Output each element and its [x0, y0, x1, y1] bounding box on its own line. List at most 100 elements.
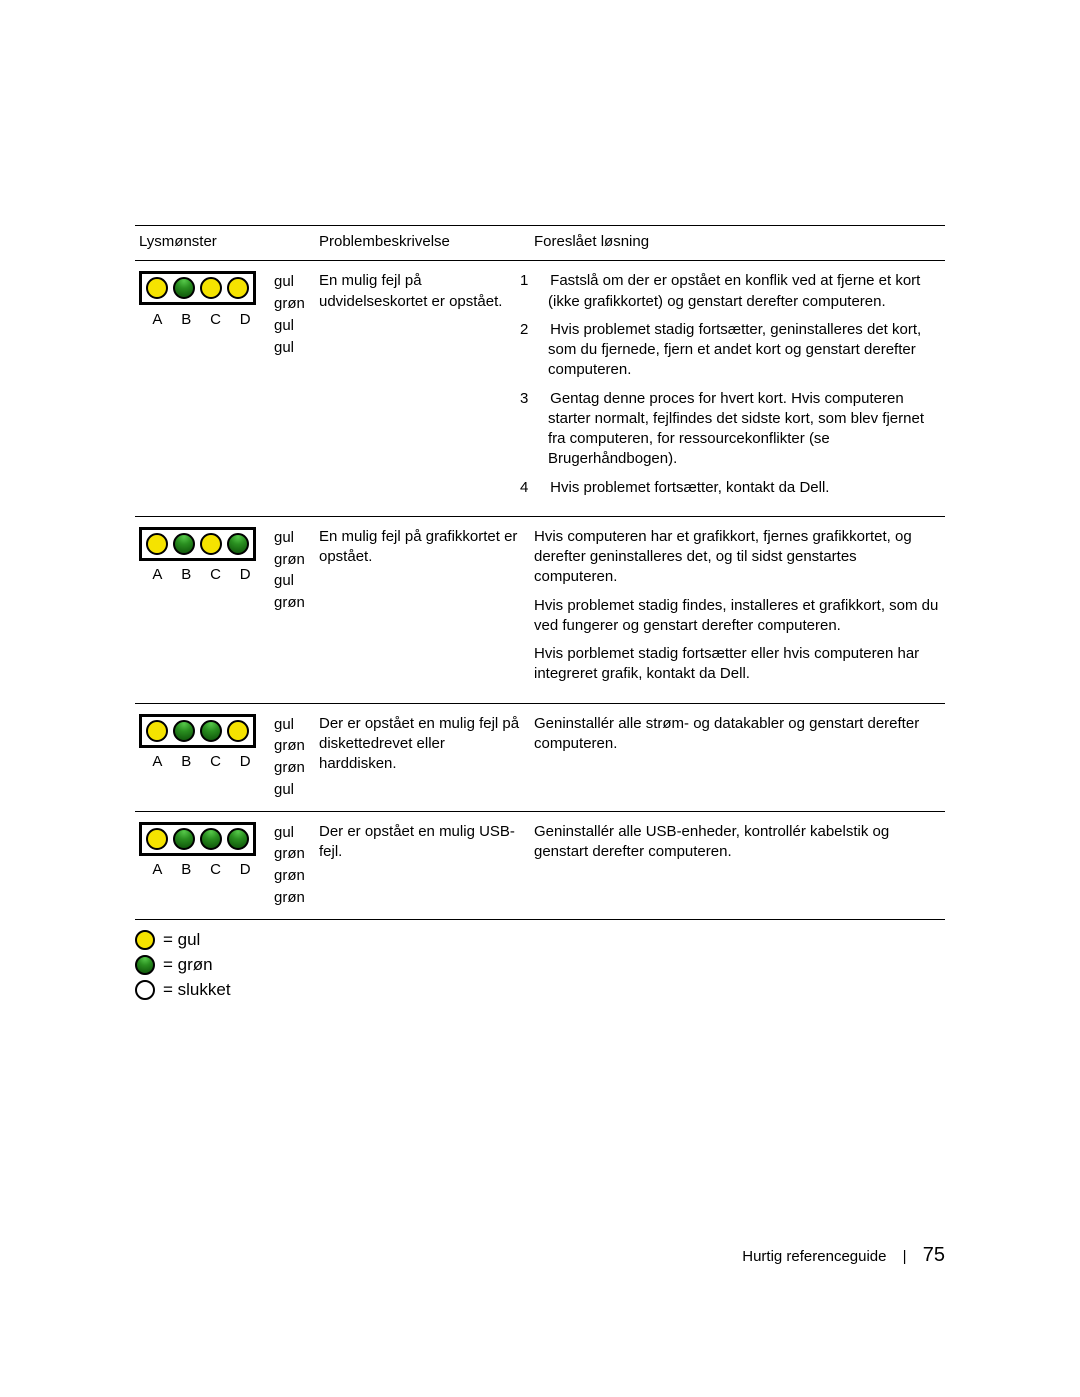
solution-paragraphs: Geninstallér alle strøm- og datakabler o…	[534, 714, 939, 755]
table-row: ABCDgulgrøngulgulEn mulig fejl på udvide…	[135, 261, 945, 517]
step-number: 3	[534, 389, 546, 409]
step-text: Hvis problemet stadig fortsætter, genins…	[546, 321, 921, 379]
color-label: gul	[274, 271, 309, 293]
yellow-led-icon	[227, 720, 249, 742]
abcd-label: C	[210, 752, 221, 772]
step-text: Hvis problemet fortsætter, kontakt da De…	[546, 479, 829, 496]
abcd-label: D	[240, 565, 251, 585]
green-led-icon	[173, 720, 195, 742]
solution-paragraph: Hvis computeren har et grafikkort, fjern…	[534, 527, 939, 588]
document-page: Lysmønster Problembeskrivelse Foreslået …	[0, 0, 1080, 1397]
green-led-icon	[200, 720, 222, 742]
abcd-labels: ABCD	[139, 565, 264, 585]
solution-paragraphs: Hvis computeren har et grafikkort, fjern…	[534, 527, 939, 685]
led-box	[139, 527, 256, 561]
led-box	[139, 714, 256, 748]
abcd-label: C	[210, 860, 221, 880]
abcd-label: B	[181, 565, 191, 585]
abcd-label: A	[152, 860, 162, 880]
abcd-label: A	[152, 565, 162, 585]
header-problem: Problembeskrivelse	[315, 226, 530, 261]
solution-step: 4 Hvis problemet fortsætter, kontakt da …	[534, 478, 939, 498]
table-row: ABCDgulgrøngrøngrønDer er opstået en mul…	[135, 811, 945, 919]
solution-steps: 1 Fastslå om der er opstået en konflik v…	[534, 271, 939, 498]
led-pattern-cell: ABCD	[135, 811, 270, 919]
abcd-label: B	[181, 310, 191, 330]
abcd-label: A	[152, 310, 162, 330]
yellow-led-icon	[135, 930, 155, 950]
solution-cell: Geninstallér alle strøm- og datakabler o…	[530, 703, 945, 811]
color-label: grøn	[274, 293, 309, 315]
abcd-labels: ABCD	[139, 752, 264, 772]
color-label: gul	[274, 337, 309, 359]
color-label: grøn	[274, 735, 309, 757]
abcd-label: A	[152, 752, 162, 772]
led-pattern-cell: ABCD	[135, 516, 270, 703]
legend: = gul = grøn = slukket	[135, 930, 945, 1000]
header-solution: Foreslået løsning	[530, 226, 945, 261]
color-label: grøn	[274, 843, 309, 865]
color-label: gul	[274, 822, 309, 844]
green-led-icon	[135, 955, 155, 975]
legend-label: = grøn	[163, 955, 213, 975]
table-row: ABCDgulgrøngulgrønEn mulig fejl på grafi…	[135, 516, 945, 703]
led-pattern-cell: ABCD	[135, 703, 270, 811]
color-label: grøn	[274, 549, 309, 571]
header-pattern: Lysmønster	[135, 226, 315, 261]
green-led-icon	[200, 828, 222, 850]
table-row: ABCDgulgrøngrøngulDer er opstået en muli…	[135, 703, 945, 811]
yellow-led-icon	[200, 277, 222, 299]
step-text: Gentag denne proces for hvert kort. Hvis…	[546, 390, 924, 468]
color-label: gul	[274, 779, 309, 801]
abcd-label: D	[240, 860, 251, 880]
color-label: grøn	[274, 865, 309, 887]
color-label: grøn	[274, 757, 309, 779]
solution-paragraph: Geninstallér alle USB-enheder, kontrollé…	[534, 822, 939, 863]
yellow-led-icon	[227, 277, 249, 299]
color-label: gul	[274, 527, 309, 549]
led-pattern-cell: ABCD	[135, 261, 270, 517]
solution-paragraph: Geninstallér alle strøm- og datakabler o…	[534, 714, 939, 755]
color-label: gul	[274, 714, 309, 736]
legend-row: = slukket	[135, 980, 945, 1000]
color-labels-cell: gulgrøngulgul	[270, 261, 315, 517]
yellow-led-icon	[146, 277, 168, 299]
green-led-icon	[227, 828, 249, 850]
solution-paragraphs: Geninstallér alle USB-enheder, kontrollé…	[534, 822, 939, 863]
step-number: 1	[534, 271, 546, 291]
abcd-labels: ABCD	[139, 310, 264, 330]
yellow-led-icon	[200, 533, 222, 555]
yellow-led-icon	[146, 828, 168, 850]
legend-label: = slukket	[163, 980, 231, 1000]
abcd-label: B	[181, 752, 191, 772]
solution-paragraph: Hvis porblemet stadig fortsætter eller h…	[534, 644, 939, 685]
problem-cell: Der er opstået en mulig USB-fejl.	[315, 811, 530, 919]
abcd-label: B	[181, 860, 191, 880]
abcd-labels: ABCD	[139, 860, 264, 880]
green-led-icon	[173, 533, 195, 555]
off-led-icon	[135, 980, 155, 1000]
led-box	[139, 271, 256, 305]
color-label: gul	[274, 570, 309, 592]
solution-cell: Hvis computeren har et grafikkort, fjern…	[530, 516, 945, 703]
solution-cell: 1 Fastslå om der er opstået en konflik v…	[530, 261, 945, 517]
problem-cell: En mulig fejl på udvidelseskortet er ops…	[315, 261, 530, 517]
green-led-icon	[227, 533, 249, 555]
problem-cell: Der er opstået en mulig fejl på diskette…	[315, 703, 530, 811]
solution-step: 1 Fastslå om der er opstået en konflik v…	[534, 271, 939, 312]
led-box	[139, 822, 256, 856]
step-number: 4	[534, 478, 546, 498]
yellow-led-icon	[146, 720, 168, 742]
footer-separator: |	[903, 1248, 907, 1265]
yellow-led-icon	[146, 533, 168, 555]
solution-step: 3 Gentag denne proces for hvert kort. Hv…	[534, 389, 939, 470]
green-led-icon	[173, 828, 195, 850]
legend-label: = gul	[163, 930, 200, 950]
color-label: gul	[274, 315, 309, 337]
color-labels-cell: gulgrøngulgrøn	[270, 516, 315, 703]
solution-cell: Geninstallér alle USB-enheder, kontrollé…	[530, 811, 945, 919]
page-number: 75	[923, 1244, 945, 1266]
abcd-label: C	[210, 565, 221, 585]
solution-step: 2 Hvis problemet stadig fortsætter, geni…	[534, 320, 939, 381]
solution-paragraph: Hvis problemet stadig findes, installere…	[534, 596, 939, 637]
